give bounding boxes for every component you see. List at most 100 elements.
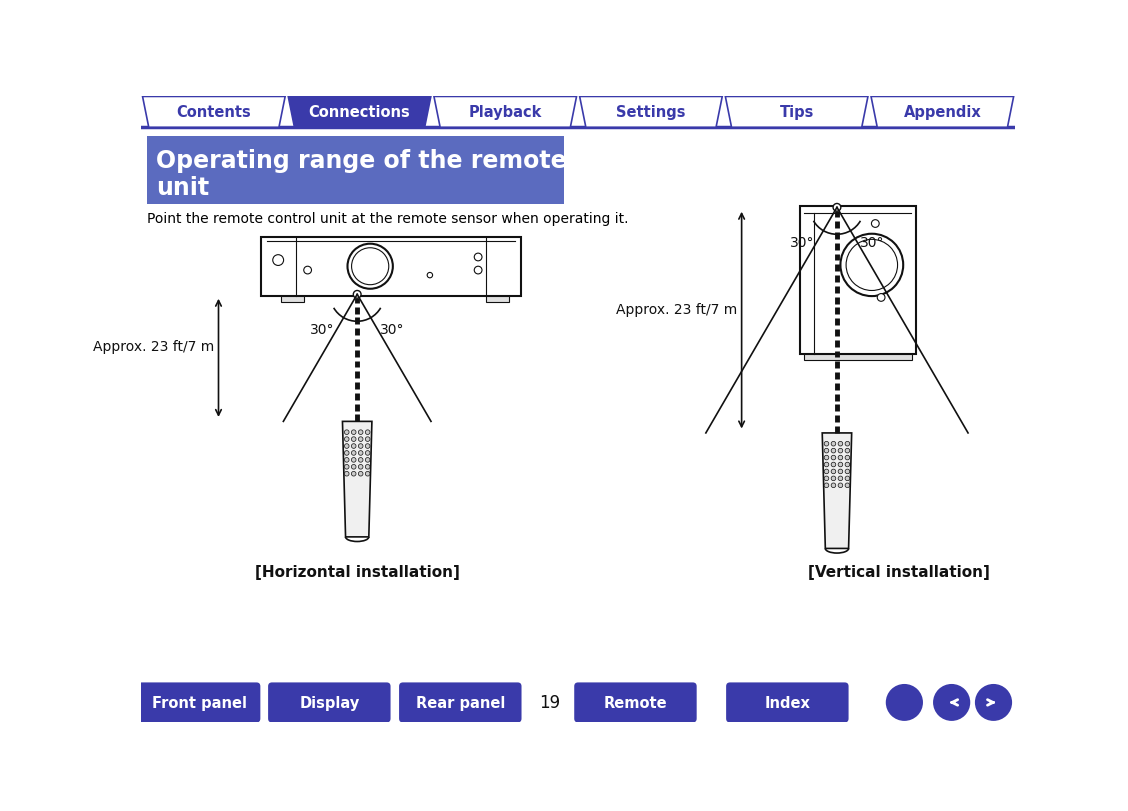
FancyBboxPatch shape (138, 683, 261, 723)
Text: [Horizontal installation]: [Horizontal installation] (255, 564, 459, 579)
Circle shape (365, 458, 370, 462)
Circle shape (831, 442, 836, 447)
Circle shape (359, 472, 363, 476)
Circle shape (352, 458, 356, 462)
Polygon shape (725, 97, 867, 128)
Circle shape (825, 483, 829, 488)
Polygon shape (871, 97, 1014, 128)
Circle shape (825, 456, 829, 461)
Circle shape (359, 431, 363, 435)
Circle shape (365, 444, 370, 448)
Polygon shape (434, 97, 576, 128)
Circle shape (344, 444, 349, 448)
FancyBboxPatch shape (726, 683, 848, 723)
Circle shape (273, 255, 283, 266)
Text: 30°: 30° (380, 323, 404, 337)
Circle shape (344, 472, 349, 476)
Circle shape (474, 254, 482, 261)
Polygon shape (897, 695, 913, 709)
Circle shape (885, 684, 923, 721)
FancyBboxPatch shape (574, 683, 697, 723)
Circle shape (838, 442, 843, 447)
Text: 30°: 30° (860, 236, 884, 250)
Text: Contents: Contents (176, 105, 252, 120)
Text: 30°: 30° (310, 323, 335, 337)
Text: Playback: Playback (468, 105, 541, 120)
Circle shape (352, 451, 356, 456)
Circle shape (838, 462, 843, 467)
Text: 30°: 30° (790, 236, 814, 250)
Polygon shape (486, 297, 509, 303)
Text: Front panel: Front panel (151, 695, 247, 710)
Circle shape (344, 437, 349, 442)
Circle shape (352, 444, 356, 448)
Circle shape (359, 437, 363, 442)
Polygon shape (261, 238, 521, 297)
Text: Remote: Remote (603, 695, 668, 710)
FancyBboxPatch shape (268, 683, 390, 723)
Circle shape (825, 442, 829, 447)
Circle shape (352, 248, 389, 285)
Circle shape (834, 204, 840, 212)
Text: Index: Index (765, 695, 810, 710)
Circle shape (845, 442, 849, 447)
Circle shape (344, 431, 349, 435)
Circle shape (975, 684, 1012, 721)
Circle shape (845, 470, 849, 474)
Circle shape (352, 431, 356, 435)
Polygon shape (142, 97, 285, 128)
Polygon shape (289, 97, 431, 128)
Text: Display: Display (299, 695, 360, 710)
Circle shape (845, 448, 849, 453)
Text: Rear panel: Rear panel (415, 695, 505, 710)
Circle shape (365, 431, 370, 435)
Circle shape (845, 456, 849, 461)
Circle shape (878, 294, 885, 302)
Circle shape (359, 458, 363, 462)
Polygon shape (580, 97, 722, 128)
Circle shape (352, 472, 356, 476)
Circle shape (344, 451, 349, 456)
Circle shape (872, 221, 879, 228)
Circle shape (831, 476, 836, 481)
FancyBboxPatch shape (147, 137, 564, 205)
Circle shape (840, 234, 904, 297)
Circle shape (359, 451, 363, 456)
Circle shape (825, 476, 829, 481)
Circle shape (831, 462, 836, 467)
Polygon shape (822, 433, 852, 549)
Circle shape (838, 476, 843, 481)
Circle shape (845, 476, 849, 481)
Text: unit: unit (157, 176, 210, 200)
Circle shape (845, 462, 849, 467)
Polygon shape (800, 207, 916, 354)
Circle shape (838, 483, 843, 488)
Circle shape (365, 472, 370, 476)
Circle shape (845, 483, 849, 488)
Circle shape (344, 458, 349, 462)
Circle shape (825, 470, 829, 474)
Circle shape (838, 470, 843, 474)
Polygon shape (343, 422, 372, 537)
Text: Operating range of the remote control: Operating range of the remote control (157, 149, 670, 173)
Circle shape (347, 244, 393, 290)
Text: Approx. 23 ft/7 m: Approx. 23 ft/7 m (94, 340, 214, 354)
Circle shape (365, 437, 370, 442)
Circle shape (838, 456, 843, 461)
Circle shape (303, 267, 311, 275)
Circle shape (831, 456, 836, 461)
Polygon shape (803, 354, 913, 360)
Circle shape (365, 451, 370, 456)
Circle shape (359, 465, 363, 470)
Polygon shape (281, 297, 303, 303)
Text: Settings: Settings (616, 105, 686, 120)
Circle shape (353, 291, 361, 298)
Text: Point the remote control unit at the remote sensor when operating it.: Point the remote control unit at the rem… (147, 212, 628, 226)
Text: Tips: Tips (779, 105, 813, 120)
Circle shape (933, 684, 970, 721)
Circle shape (359, 444, 363, 448)
Circle shape (365, 465, 370, 470)
Text: 19: 19 (539, 693, 559, 711)
Circle shape (428, 273, 433, 278)
Circle shape (344, 465, 349, 470)
